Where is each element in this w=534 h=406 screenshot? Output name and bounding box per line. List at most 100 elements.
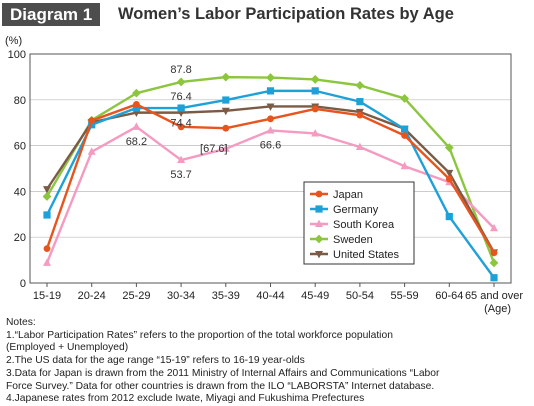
data-point [356, 111, 364, 119]
data-point [489, 258, 499, 268]
data-point [311, 105, 319, 113]
data-point [310, 75, 320, 84]
data-point [132, 104, 140, 112]
data-point [87, 147, 96, 155]
y-tick-label: 60 [14, 141, 26, 153]
data-point [355, 142, 364, 150]
header: Diagram 1 Women’s Labor Participation Ra… [0, 0, 534, 30]
data-point [400, 161, 409, 170]
series-germany [43, 87, 498, 282]
series-japan [43, 100, 498, 257]
data-point [88, 117, 96, 125]
series-sweden [42, 72, 499, 268]
legend-label: Japan [333, 189, 363, 201]
data-point [43, 211, 51, 219]
data-point [445, 169, 454, 178]
x-tick-label: 65 and over [465, 290, 523, 302]
data-point [43, 245, 51, 253]
legend-item: United States [310, 249, 400, 261]
y-tick-label: 20 [14, 232, 26, 244]
data-point [266, 73, 275, 82]
y-tick-label: 0 [20, 278, 26, 290]
data-point [43, 258, 51, 266]
legend: Japan Germany South Korea Sweden United Stat… [303, 181, 415, 265]
data-label: 76.4 [170, 91, 191, 103]
x-tick-label: 40-44 [256, 290, 284, 302]
legend-label: South Korea [333, 219, 395, 231]
data-point [43, 186, 51, 194]
data-point [401, 132, 408, 139]
data-label: 68.2 [126, 136, 147, 148]
data-point [221, 72, 231, 82]
data-point [88, 121, 96, 129]
x-tick-label: 45-49 [301, 290, 329, 302]
series-south-korea [43, 122, 498, 266]
legend-label: Germany [333, 204, 379, 216]
data-point [177, 123, 185, 131]
note-line: Force Survey.” Data for other countries … [6, 380, 435, 392]
data-point [311, 129, 320, 137]
data-point [42, 192, 52, 201]
notes: Notes: 1.“Labor Participation Rates” ref… [6, 317, 530, 406]
chart-title: Women’s Labor Participation Rates by Age [118, 5, 454, 23]
x-tick-label: 30-34 [167, 290, 195, 302]
note-line: 2.The US data for the age range “15-19” … [6, 355, 305, 367]
data-point [314, 234, 324, 244]
data-point [132, 122, 141, 130]
data-labels: 87.8 76.4 74.4 [67.6] 68.2 53.7 66.6 [126, 64, 282, 181]
data-point [177, 104, 185, 112]
x-tick-label: 55-59 [391, 290, 419, 302]
data-point [355, 80, 365, 90]
data-label: 87.8 [170, 64, 191, 76]
data-point [177, 155, 186, 164]
note-line: (Employed + Unemployed) [6, 342, 129, 354]
data-point [266, 126, 275, 134]
data-point [315, 219, 323, 227]
grid [30, 99, 511, 238]
note-line: 4.Japanese rates from 2012 exclude Iwate… [6, 393, 365, 405]
legend-item: South Korea [310, 219, 395, 231]
data-point [490, 249, 498, 257]
data-point [176, 77, 186, 87]
axes: 0 20 40 60 80 100 (%) 15-19 20-24 25-29 30-34 35-39… [5, 35, 523, 315]
data-point [444, 143, 454, 153]
data-point [267, 115, 274, 123]
data-point [315, 190, 323, 198]
legend-item: Sweden [310, 234, 373, 246]
x-tick-label: 20-24 [78, 290, 106, 302]
legend-item: Germany [310, 204, 379, 216]
x-axis-label: (Age) [484, 303, 511, 315]
legend-label: Sweden [333, 234, 373, 246]
data-point [221, 107, 230, 116]
note-line: 1.“Labor Participation Rates” refers to … [6, 329, 393, 341]
x-tick-label: 60-64 [435, 290, 463, 302]
data-point [445, 212, 453, 221]
x-tick-label: 50-54 [346, 290, 374, 302]
data-point [132, 88, 141, 98]
data-label: 66.6 [260, 139, 281, 151]
data-point [401, 125, 409, 133]
data-point [133, 100, 140, 108]
notes-heading: Notes: [6, 317, 36, 328]
y-tick-label: 100 [8, 49, 26, 61]
y-tick-label: 40 [14, 186, 26, 198]
x-tick-label: 25-29 [122, 290, 150, 302]
note-line: 3.Data for Japan is drawn from the 2011 … [6, 367, 440, 379]
y-axis-label: (%) [5, 35, 22, 47]
x-tick-label: 35-39 [212, 290, 240, 302]
data-label: 53.7 [170, 169, 191, 181]
data-point [222, 124, 230, 132]
data-point [356, 98, 364, 106]
data-point [311, 87, 319, 95]
x-tick-label: 15-19 [33, 290, 61, 302]
data-point [445, 175, 453, 183]
series-lines [42, 72, 499, 282]
legend-label: United States [333, 249, 400, 261]
data-point [490, 223, 498, 232]
diagram-badge: Diagram 1 [2, 3, 101, 26]
data-point [490, 274, 498, 282]
data-label: 74.4 [170, 118, 191, 130]
data-point [221, 144, 230, 152]
data-label: [67.6] [200, 143, 228, 155]
data-point [400, 94, 409, 103]
